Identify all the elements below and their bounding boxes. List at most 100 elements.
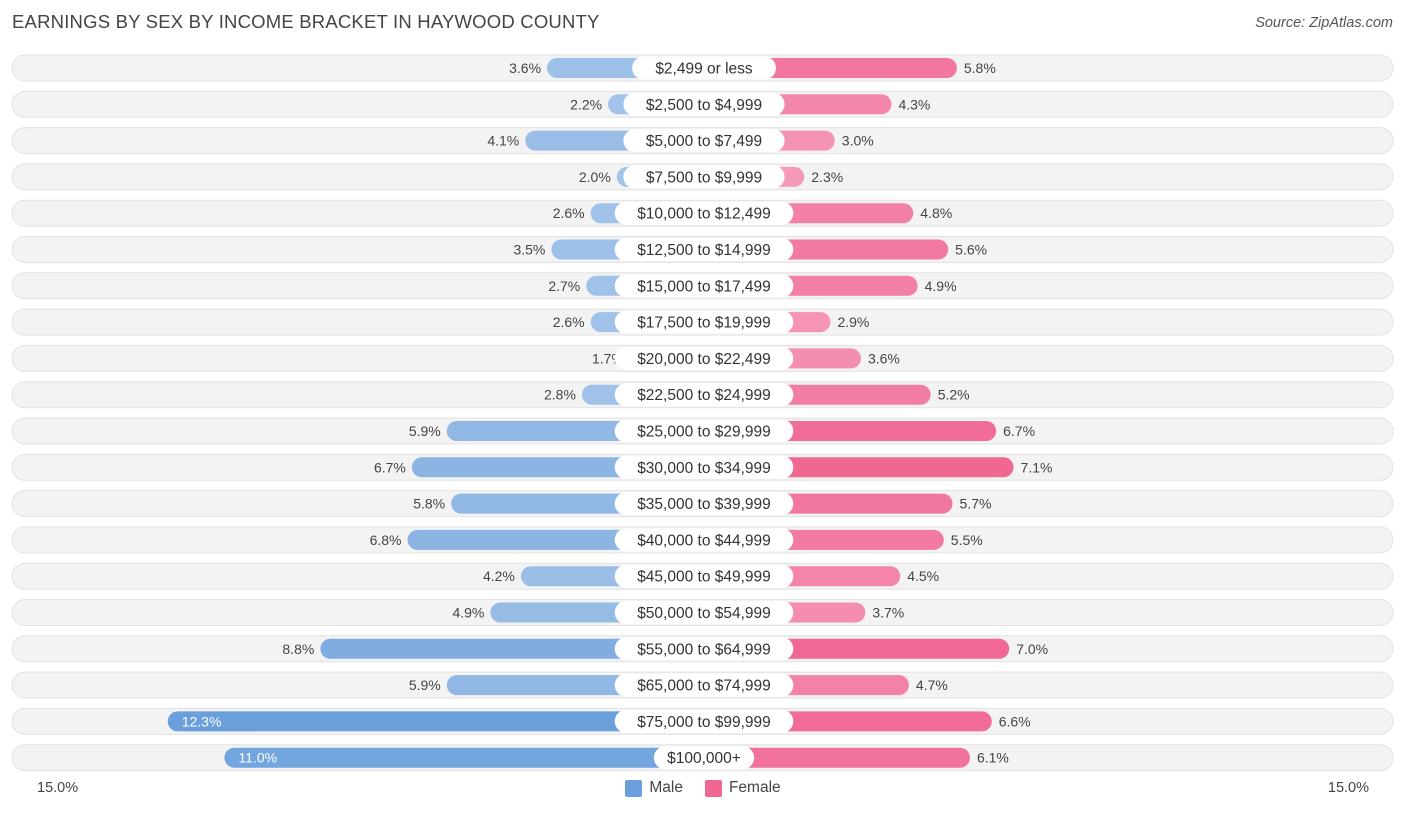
category-label: $2,499 or less [655, 61, 753, 78]
chart-row: 2.0% 2.3% $7,500 to $9,999 [11, 163, 1394, 191]
chart-row: 5.8% 5.7% $35,000 to $39,999 [11, 490, 1394, 518]
female-value-label: 7.1% [1021, 459, 1053, 475]
female-value-label: 6.1% [977, 750, 1009, 766]
male-value-label: 12.3% [182, 713, 222, 729]
female-value-label: 5.5% [951, 532, 983, 548]
category-label: $65,000 to $74,999 [637, 678, 771, 695]
female-value-label: 6.7% [1003, 423, 1035, 439]
male-value-label: 2.6% [553, 205, 585, 221]
female-value-label: 4.8% [920, 205, 952, 221]
male-value-label: 5.9% [409, 423, 441, 439]
category-pill [614, 419, 794, 443]
axis-max-label: 15.0% [1327, 780, 1369, 796]
female-value-label: 4.7% [916, 677, 948, 693]
female-value-label: 6.6% [999, 713, 1031, 729]
category-label: $100,000+ [667, 750, 741, 767]
male-value-label: 5.9% [409, 677, 441, 693]
female-bar [704, 747, 970, 768]
category-pill [653, 746, 755, 770]
chart-row: 2.8% 5.2% $22,500 to $24,999 [11, 381, 1394, 409]
category-label: $35,000 to $39,999 [637, 496, 771, 513]
female-value-label: 5.7% [960, 496, 992, 512]
legend-label-male: Male [649, 779, 683, 796]
category-label: $7,500 to $9,999 [646, 169, 762, 186]
category-label: $15,000 to $17,499 [637, 278, 771, 295]
male-value-label: 11.0% [238, 750, 277, 766]
male-value-label: 6.8% [370, 532, 402, 548]
female-value-label: 2.9% [837, 314, 869, 330]
female-value-label: 7.0% [1016, 641, 1048, 657]
chart-row: 5.9% 6.7% $25,000 to $29,999 [11, 417, 1394, 445]
category-pill [614, 673, 794, 697]
category-label: $25,000 to $29,999 [637, 424, 771, 441]
category-label: $30,000 to $34,999 [637, 460, 771, 477]
category-pill [614, 709, 794, 733]
chart-row: 8.8% 7.0% $55,000 to $64,999 [11, 635, 1394, 663]
source-credit: Source: ZipAtlas.com [1255, 15, 1393, 31]
category-label: $20,000 to $22,499 [637, 351, 771, 368]
category-label: $45,000 to $49,999 [637, 569, 771, 586]
male-value-label: 4.2% [483, 568, 515, 584]
category-pill [614, 637, 794, 661]
chart-title: EARNINGS BY SEX BY INCOME BRACKET IN HAY… [12, 11, 600, 32]
category-label: $12,500 to $14,999 [637, 242, 771, 259]
category-pill [614, 601, 794, 624]
chart-row: 2.2% 4.3% $2,500 to $4,999 [11, 90, 1394, 118]
chart-row: 3.6% 5.8% $2,499 or less [11, 54, 1394, 82]
category-pill [614, 310, 794, 334]
chart-row: 12.3% 6.6% $75,000 to $99,999 [11, 707, 1394, 735]
chart-row: 2.6% 2.9% $17,500 to $19,999 [11, 308, 1394, 336]
male-value-label: 8.8% [282, 641, 314, 657]
chart-row: 2.7% 4.9% $15,000 to $17,499 [11, 272, 1394, 300]
chart-row: 4.1% 3.0% $5,000 to $7,499 [11, 127, 1394, 155]
category-pill [614, 274, 794, 298]
chart-row: 4.9% 3.7% $50,000 to $54,999 [11, 599, 1394, 626]
axis-min-label: 15.0% [37, 780, 79, 796]
category-pill [614, 564, 794, 588]
female-value-label: 4.3% [898, 96, 930, 112]
category-pill [623, 92, 785, 116]
category-label: $17,500 to $19,999 [637, 315, 771, 332]
category-label: $2,500 to $4,999 [646, 97, 762, 114]
category-pill [614, 346, 794, 370]
category-pill [614, 238, 794, 261]
chart-row: 4.2% 4.5% $45,000 to $49,999 [11, 562, 1394, 590]
category-label: $75,000 to $99,999 [637, 714, 771, 731]
category-label: $55,000 to $64,999 [637, 641, 771, 658]
male-value-label: 3.5% [513, 242, 545, 258]
chart-row: 6.7% 7.1% $30,000 to $34,999 [11, 453, 1394, 481]
male-value-label: 2.2% [570, 96, 602, 112]
category-label: $5,000 to $7,499 [646, 133, 762, 150]
category-label: $50,000 to $54,999 [637, 605, 771, 622]
category-pill [614, 455, 794, 479]
chart-row: 2.6% 4.8% $10,000 to $12,499 [11, 199, 1394, 227]
female-value-label: 3.7% [872, 605, 904, 621]
chart-row: 5.9% 4.7% $65,000 to $74,999 [11, 671, 1394, 699]
legend-swatch-female [704, 779, 722, 797]
chart-row: 1.7% 3.6%$20,000 to $22,499 [11, 344, 1394, 372]
category-label: $10,000 to $12,499 [637, 206, 771, 223]
chart-row: 6.8% 5.5% $40,000 to $44,999 [11, 526, 1394, 554]
legend-label-female: Female [728, 779, 781, 796]
male-value-label: 2.8% [544, 387, 576, 403]
category-label: $22,500 to $24,999 [637, 387, 771, 404]
category-pill [623, 165, 785, 189]
chart-row: 11.0% 6.1% $100,000+ [11, 744, 1394, 772]
category-pill [614, 528, 794, 552]
male-value-label: 2.7% [548, 278, 580, 294]
female-value-label: 5.6% [955, 242, 987, 258]
chart-row: 3.5% 5.6% $12,500 to $14,999 [11, 236, 1394, 263]
category-pill [632, 56, 776, 80]
male-bar [320, 638, 704, 659]
female-value-label: 2.3% [811, 169, 843, 185]
male-bar [167, 711, 705, 732]
female-value-label: 4.9% [925, 278, 957, 294]
legend-item-male: Male [625, 779, 683, 797]
legend-swatch-male [625, 779, 643, 797]
male-value-label: 3.6% [509, 60, 541, 76]
legend: Male Female [0, 779, 1406, 797]
category-pill [614, 492, 794, 516]
category-pill [614, 383, 794, 407]
male-value-label: 2.0% [579, 169, 611, 185]
